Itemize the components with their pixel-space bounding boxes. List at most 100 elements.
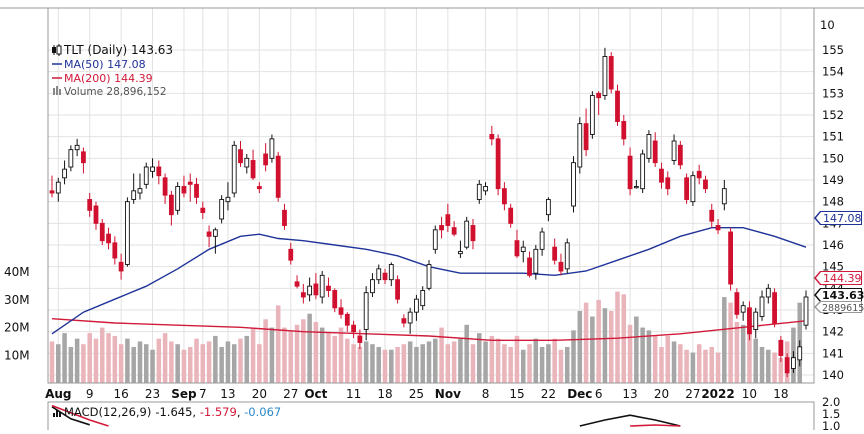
candle [351, 320, 356, 339]
volume-bar [445, 344, 451, 383]
candle-body [376, 268, 382, 281]
date-tick-label: 13 [622, 387, 637, 401]
candle [489, 125, 495, 146]
candle [162, 173, 168, 204]
candle [143, 162, 149, 189]
candle-body [458, 251, 463, 255]
candle-body [382, 272, 388, 281]
date-tick-label: 18 [377, 387, 392, 401]
candle-body [646, 134, 652, 159]
volume-bar [389, 349, 394, 383]
price-tick-label: 141 [822, 346, 844, 360]
volume-bar [640, 327, 645, 383]
candle [520, 240, 526, 263]
candle [483, 182, 488, 196]
candle-body [677, 144, 683, 166]
date-tick-label: 8 [482, 387, 490, 401]
volume-bar [564, 346, 570, 383]
volume-bar [747, 319, 752, 383]
candle-body [370, 279, 375, 294]
volume-bar [778, 358, 784, 383]
volume-bar [187, 346, 193, 383]
candle [740, 301, 746, 321]
candle [288, 242, 294, 265]
date-tick-label: 13 [220, 387, 235, 401]
ma200-last-value-tag: 144.39 [814, 271, 862, 285]
volume-bar [414, 346, 419, 383]
volume-bar [275, 305, 281, 383]
volume-bar [238, 338, 243, 383]
volume-bar [583, 302, 589, 383]
candle [68, 145, 74, 172]
candle [194, 177, 199, 204]
candle-body [68, 149, 74, 168]
svg-text:MACD(12,26,9)-1.645, -1.579, -: MACD(12,26,9) -1.645, -1.579, -0.067 [64, 405, 281, 419]
candle-body [791, 357, 796, 369]
candle-body [49, 190, 55, 194]
candle-body [344, 313, 350, 326]
volume-bar [451, 341, 457, 383]
candle [363, 286, 369, 341]
candle [571, 156, 576, 213]
candle [458, 240, 463, 258]
volume-bar [225, 341, 231, 383]
candle [118, 253, 124, 280]
volume-bar [728, 302, 733, 383]
ma50-last-value: 147.08 [823, 212, 862, 225]
candle-body [803, 296, 809, 326]
volume-bar [294, 324, 300, 383]
volume-bar [678, 344, 683, 383]
volume-last-value: 28896152 [822, 303, 864, 314]
candle-body [715, 225, 721, 231]
candle-body [74, 144, 80, 151]
volume-bar [74, 338, 80, 383]
volume-bar [696, 344, 702, 383]
candle [734, 288, 740, 319]
candle [508, 203, 514, 228]
price-tick-label: 140 [822, 368, 844, 382]
candle [187, 173, 193, 202]
ma200-line [51, 318, 807, 341]
macd-tick-label: 1.5 [822, 407, 840, 421]
candle-body [470, 225, 476, 242]
volume-bar [753, 338, 758, 383]
volume-bar [621, 294, 627, 383]
candle [93, 201, 99, 230]
volume-axis: 10M 20M 30M 40M [4, 265, 30, 362]
candle [74, 138, 80, 157]
date-tick-label: 20 [252, 387, 267, 401]
candle [665, 171, 671, 196]
top-axis-label: 10 [820, 18, 835, 32]
macd-legend-prefix: MACD(12,26,9) [64, 405, 151, 419]
candle-body [495, 138, 501, 190]
candle [275, 151, 281, 202]
candle [527, 251, 532, 278]
volume-bar [477, 333, 482, 383]
candle-body [282, 209, 287, 226]
candle-body [99, 222, 105, 242]
candle-body [395, 279, 400, 300]
volume-bar [502, 344, 507, 383]
candle [175, 182, 181, 215]
candle-legend-icon [52, 44, 62, 56]
candle [62, 160, 67, 185]
candle-body [721, 188, 727, 205]
macd-signal-line-right [630, 424, 681, 427]
volume-bar [508, 346, 513, 383]
candle-body [275, 155, 281, 198]
date-tick-label: 27 [283, 387, 298, 401]
candle-body [539, 231, 545, 250]
date-tick-label: 7 [199, 387, 207, 401]
candle-body [753, 311, 759, 330]
date-tick-label: 15 [509, 387, 524, 401]
date-tick-label: Aug [45, 387, 71, 401]
candle-body [596, 92, 602, 99]
candle [533, 245, 539, 280]
macd-signal-line [51, 404, 109, 427]
date-tick-label: 23 [145, 387, 160, 401]
candle [219, 195, 225, 224]
candle-body [401, 318, 407, 324]
volume-bar [684, 349, 689, 383]
candle [300, 284, 306, 304]
